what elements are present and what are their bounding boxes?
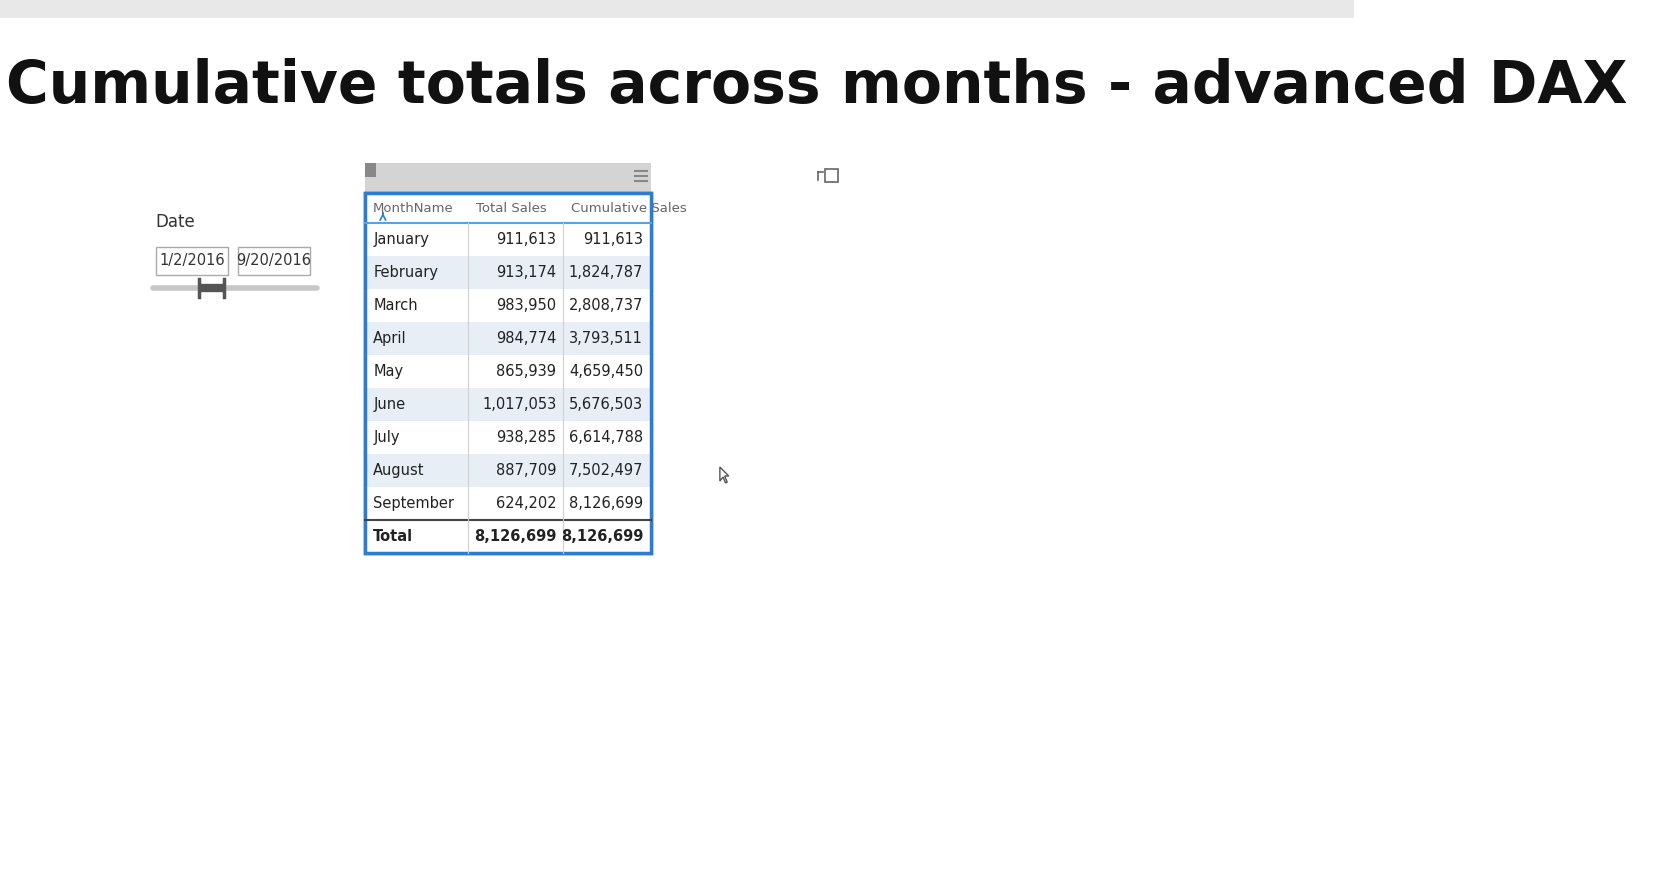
Bar [365, 520, 652, 553]
Text: 8,126,699: 8,126,699 [474, 529, 556, 544]
Text: 9/20/2016: 9/20/2016 [237, 253, 311, 268]
Bar [365, 355, 652, 388]
Text: 6,614,788: 6,614,788 [570, 430, 643, 445]
Text: May: May [373, 364, 403, 379]
Bar [365, 163, 652, 193]
Bar [365, 163, 376, 177]
Text: Cumulative Sales: Cumulative Sales [571, 202, 687, 214]
Text: 984,774: 984,774 [496, 331, 556, 346]
Bar [365, 193, 652, 553]
Text: April: April [373, 331, 407, 346]
Bar [365, 193, 652, 553]
Text: 983,950: 983,950 [496, 298, 556, 313]
Text: September: September [373, 496, 454, 511]
Text: February: February [373, 265, 438, 280]
Text: Total Sales: Total Sales [477, 202, 548, 214]
Text: 887,709: 887,709 [496, 463, 556, 478]
Bar [365, 289, 652, 322]
Text: June: June [373, 397, 405, 412]
Bar [365, 388, 652, 421]
Text: January: January [373, 232, 428, 247]
Text: 624,202: 624,202 [496, 496, 556, 511]
Text: 911,613: 911,613 [583, 232, 643, 247]
Text: MonthName: MonthName [373, 202, 454, 214]
Bar [365, 487, 652, 520]
Text: Total: Total [373, 529, 413, 544]
Bar [825, 169, 838, 182]
Text: 2,808,737: 2,808,737 [570, 298, 643, 313]
Bar [365, 256, 652, 289]
Bar [365, 193, 652, 223]
Text: 3,793,511: 3,793,511 [570, 331, 643, 346]
Bar [365, 454, 652, 487]
Polygon shape [719, 467, 729, 483]
Text: 1,824,787: 1,824,787 [570, 265, 643, 280]
Bar [365, 421, 652, 454]
Text: 8,126,699: 8,126,699 [561, 529, 643, 544]
Text: July: July [373, 430, 400, 445]
Text: 8,126,699: 8,126,699 [570, 496, 643, 511]
Text: March: March [373, 298, 418, 313]
Bar [365, 223, 652, 256]
Text: 5,676,503: 5,676,503 [570, 397, 643, 412]
Text: Cumulative totals across months - advanced DAX: Cumulative totals across months - advanc… [7, 58, 1628, 115]
Text: 7,502,497: 7,502,497 [570, 463, 643, 478]
Text: 913,174: 913,174 [496, 265, 556, 280]
Text: 938,285: 938,285 [496, 430, 556, 445]
Text: 1,017,053: 1,017,053 [482, 397, 556, 412]
Text: Date: Date [156, 213, 195, 231]
FancyBboxPatch shape [239, 247, 311, 275]
FancyBboxPatch shape [156, 247, 228, 275]
Text: August: August [373, 463, 425, 478]
Text: 4,659,450: 4,659,450 [570, 364, 643, 379]
Text: 865,939: 865,939 [496, 364, 556, 379]
Text: 1/2/2016: 1/2/2016 [160, 253, 225, 268]
Text: 911,613: 911,613 [496, 232, 556, 247]
Bar [0, 0, 1354, 18]
Bar [365, 322, 652, 355]
